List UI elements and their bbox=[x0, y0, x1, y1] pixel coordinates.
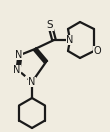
Text: N: N bbox=[66, 35, 74, 45]
Text: N: N bbox=[13, 65, 21, 75]
Text: O: O bbox=[93, 46, 101, 56]
Text: N: N bbox=[28, 77, 36, 87]
Text: S: S bbox=[47, 20, 53, 30]
Text: N: N bbox=[15, 50, 23, 60]
